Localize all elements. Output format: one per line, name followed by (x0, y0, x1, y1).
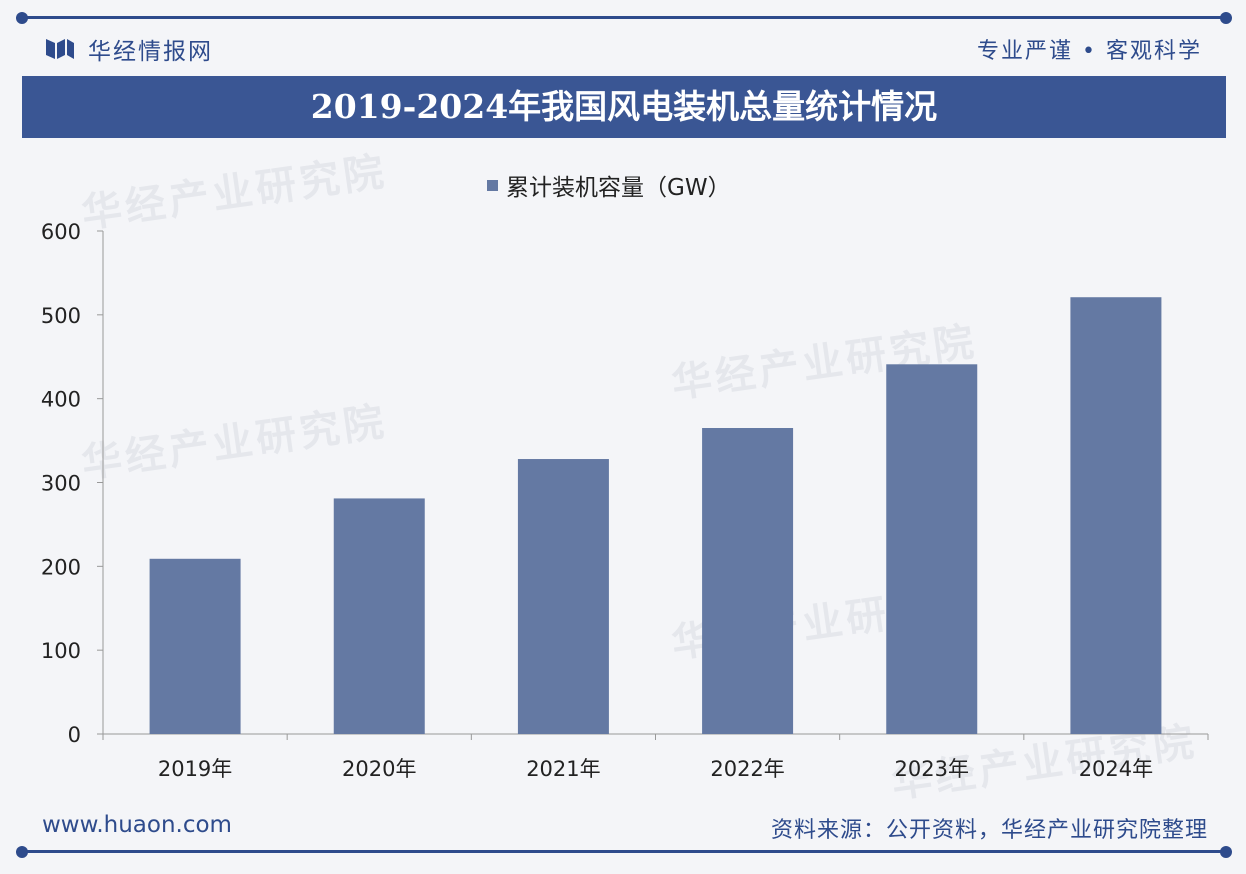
x-tick-label: 2024年 (1079, 757, 1153, 781)
bars: 2019年 2020年 2021年 2022年 2023年 2024年 (149, 297, 1162, 781)
brand-logo-icon (46, 39, 74, 59)
y-tick-label: 200 (41, 555, 81, 579)
footer-url[interactable]: www.huaon.com (42, 812, 232, 838)
slogan: 专业严谨 • 客观科学 (977, 39, 1202, 64)
bar (886, 364, 978, 734)
top-frame-line (22, 16, 1226, 19)
x-tick-label: 2023年 (895, 757, 969, 781)
y-tick-label: 500 (41, 304, 81, 328)
legend: 累计装机容量（GW） (487, 175, 731, 201)
y-tick-label: 100 (41, 639, 81, 663)
top-right-dot (1220, 12, 1232, 24)
y-tick-label: 600 (41, 220, 81, 244)
brand: 华经情报网 (46, 32, 213, 66)
header: 华经情报网 专业严谨 • 客观科学 (22, 22, 1226, 72)
brand-name: 华经情报网 (88, 39, 213, 65)
legend-swatch (487, 180, 498, 191)
x-tick-label: 2020年 (342, 757, 416, 781)
bottom-left-dot (16, 846, 28, 858)
x-tick-label: 2021年 (526, 757, 600, 781)
axes: 0 100 200 300 400 500 600 (41, 220, 1209, 747)
bar (702, 428, 794, 734)
bar-chart: 累计装机容量（GW） 0 100 200 300 400 500 600 2019年 2020… (41, 175, 1209, 781)
bottom-right-dot (1220, 846, 1232, 858)
bar (149, 558, 241, 734)
x-tick-label: 2022年 (710, 757, 784, 781)
x-tick-label: 2019年 (158, 757, 232, 781)
footer-source: 资料来源：公开资料，华经产业研究院整理 (770, 818, 1208, 843)
y-tick-label: 0 (68, 723, 81, 747)
bar (517, 459, 609, 734)
bar (1070, 297, 1162, 734)
legend-label: 累计装机容量（GW） (506, 175, 731, 201)
y-tick-label: 400 (41, 388, 81, 412)
bar (333, 498, 425, 734)
top-left-dot (16, 12, 28, 24)
y-tick-label: 300 (41, 472, 81, 496)
chart-title: 2019-2024年我国风电装机总量统计情况 (22, 76, 1226, 138)
bottom-frame-line (22, 850, 1226, 853)
